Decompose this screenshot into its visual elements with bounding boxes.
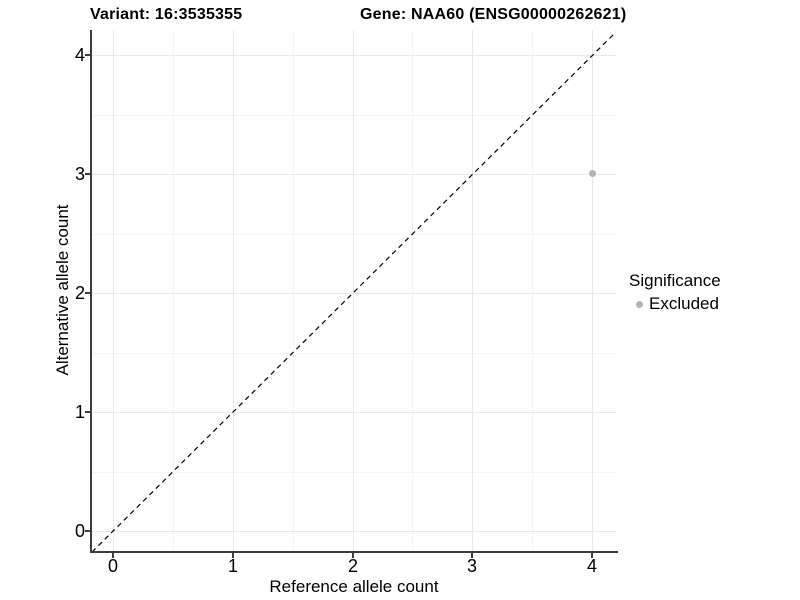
legend-item-label: Excluded — [649, 294, 719, 313]
minor-gridline-y — [92, 115, 616, 116]
minor-gridline-x — [173, 30, 174, 551]
x-tick-label: 3 — [466, 556, 477, 576]
minor-gridline-y — [92, 234, 616, 235]
major-gridline-y — [92, 174, 616, 175]
y-tick-label: 3 — [74, 164, 85, 184]
y-tick-mark — [85, 54, 90, 56]
x-tick-mark — [471, 553, 473, 558]
x-tick-label: 2 — [347, 556, 358, 576]
major-gridline-y — [92, 412, 616, 413]
x-tick-label: 0 — [107, 556, 118, 576]
minor-gridline-x — [293, 30, 294, 551]
x-tick-mark — [112, 553, 114, 558]
y-tick-label: 2 — [74, 283, 85, 303]
chart-panel — [92, 30, 616, 551]
major-gridline-y — [92, 531, 616, 532]
major-gridline-x — [472, 30, 473, 551]
minor-gridline-y — [92, 353, 616, 354]
y-tick-label: 1 — [74, 402, 85, 422]
major-gridline-x — [233, 30, 234, 551]
plot-title-variant: Variant: 16:3535355 — [90, 6, 243, 23]
x-tick-mark — [591, 553, 593, 558]
x-tick-mark — [232, 553, 234, 558]
major-gridline-x — [113, 30, 114, 551]
major-gridline-y — [92, 55, 616, 56]
identity-reference-line — [92, 31, 616, 551]
scatter-point-excluded — [589, 170, 596, 177]
major-gridline-x — [353, 30, 354, 551]
y-tick-mark — [85, 292, 90, 294]
x-tick-label: 1 — [227, 556, 238, 576]
y-tick-label: 0 — [74, 521, 85, 541]
plot-title-gene: Gene: NAA60 (ENSG00000262621) — [360, 6, 627, 23]
major-gridline-y — [92, 293, 616, 294]
x-tick-mark — [352, 553, 354, 558]
y-tick-label: 4 — [74, 45, 85, 65]
x-axis-line — [90, 551, 618, 553]
legend-key-dot-icon — [636, 300, 643, 308]
legend-title: Significance — [629, 271, 721, 290]
x-tick-label: 4 — [586, 556, 597, 576]
legend: Significance Excluded — [629, 271, 721, 314]
y-tick-mark — [85, 411, 90, 413]
minor-gridline-x — [412, 30, 413, 551]
major-gridline-x — [592, 30, 593, 551]
y-tick-mark — [85, 530, 90, 532]
minor-gridline-y — [92, 472, 616, 473]
minor-gridline-x — [532, 30, 533, 551]
x-axis-title: Reference allele count — [269, 577, 439, 596]
legend-item-excluded: Excluded — [629, 294, 721, 314]
y-tick-mark — [85, 173, 90, 175]
y-axis-line — [90, 30, 92, 553]
